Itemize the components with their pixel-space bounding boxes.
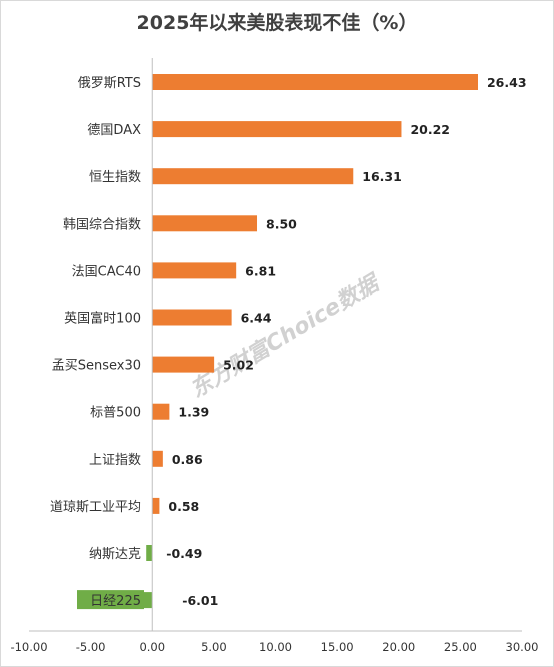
x-tick-label: 10.00 (259, 640, 292, 654)
data-label: 26.43 (487, 75, 527, 90)
data-label: 20.22 (410, 122, 450, 137)
bar (152, 74, 478, 90)
data-label: 1.39 (178, 405, 209, 420)
category-label: 标普500 (90, 406, 141, 421)
bar (152, 309, 232, 326)
category-label: 英国富时100 (64, 311, 141, 327)
category-label: 法国CAC40 (72, 264, 141, 279)
x-tick-label: -5.00 (76, 640, 106, 654)
x-tick-label: 15.00 (321, 640, 354, 654)
data-label: 16.31 (362, 169, 402, 184)
data-label: 8.50 (266, 216, 297, 231)
category-label: 日经225 (90, 594, 141, 609)
category-label: 纳斯达克 (89, 547, 141, 562)
bar (152, 403, 170, 420)
category-label: 上证指数 (89, 453, 141, 468)
data-label: -6.01 (182, 593, 218, 608)
x-tick-label: 20.00 (382, 640, 415, 654)
bar (152, 215, 258, 232)
category-label: 俄罗斯RTS (78, 76, 141, 91)
data-label: 0.58 (168, 499, 199, 514)
x-tick-label: 5.00 (201, 640, 227, 654)
category-label: 孟买Sensex30 (52, 359, 141, 374)
x-tick-label: 30.00 (506, 640, 539, 654)
bar (152, 262, 237, 279)
x-tick-label: 0.00 (139, 640, 165, 654)
data-label: 6.44 (241, 311, 272, 326)
category-label: 德国DAX (87, 123, 141, 138)
category-label: 恒生指数 (89, 170, 141, 185)
data-label: 6.81 (245, 263, 276, 278)
bar (152, 450, 163, 467)
x-tick-label: -10.00 (10, 640, 47, 654)
data-label: 0.86 (172, 452, 203, 467)
bar (152, 356, 215, 373)
bar (152, 168, 354, 185)
category-label: 道琼斯工业平均 (50, 500, 141, 515)
watermark-text: 东方财富Choice数据 (186, 268, 387, 403)
category-label-highlight (77, 590, 144, 610)
category-label: 韩国综合指数 (63, 217, 141, 232)
data-label: -0.49 (166, 546, 202, 561)
bar (152, 497, 160, 514)
chart-title: 2025年以来美股表现不佳（%） (136, 12, 418, 34)
bar (152, 121, 402, 138)
data-label: 5.02 (223, 358, 254, 373)
bar (146, 545, 153, 561)
x-tick-label: 25.00 (444, 640, 477, 654)
